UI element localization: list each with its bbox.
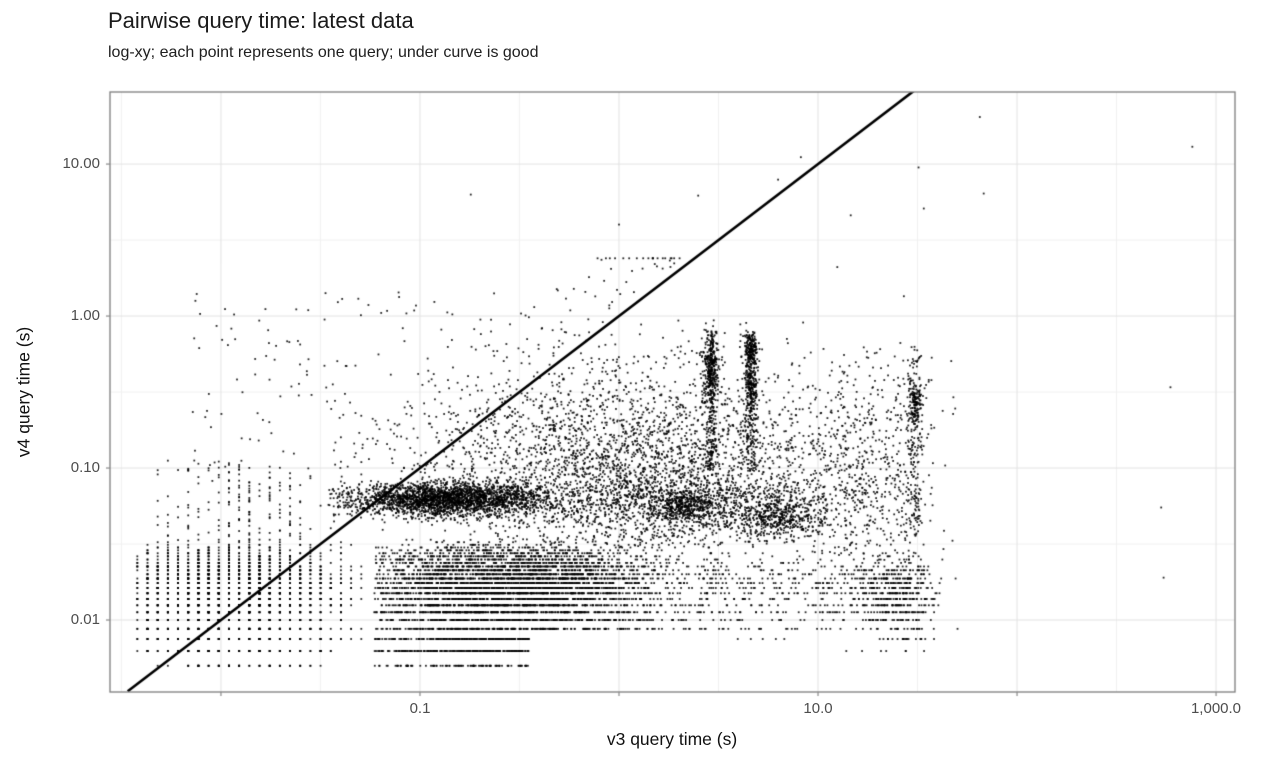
- x-tick-label-1000: 1,000.0: [1190, 700, 1242, 717]
- y-tick-label-1: 1.00: [70, 307, 100, 324]
- chart-subtitle: log-xy; each point represents one query;…: [108, 44, 539, 61]
- x-tick-label-0.1: 0.1: [409, 700, 431, 717]
- y-tick-label-10: 10.00: [62, 155, 100, 172]
- x-tick-label-10: 10.0: [803, 700, 833, 717]
- chart-title: Pairwise query time: latest data: [108, 8, 414, 33]
- y-tick-label-0.01: 0.01: [70, 611, 100, 628]
- x-axis-title: v3 query time (s): [606, 729, 738, 749]
- y-axis-title: v4 query time (s): [13, 326, 34, 458]
- y-tick-label-0.10: 0.10: [70, 459, 100, 476]
